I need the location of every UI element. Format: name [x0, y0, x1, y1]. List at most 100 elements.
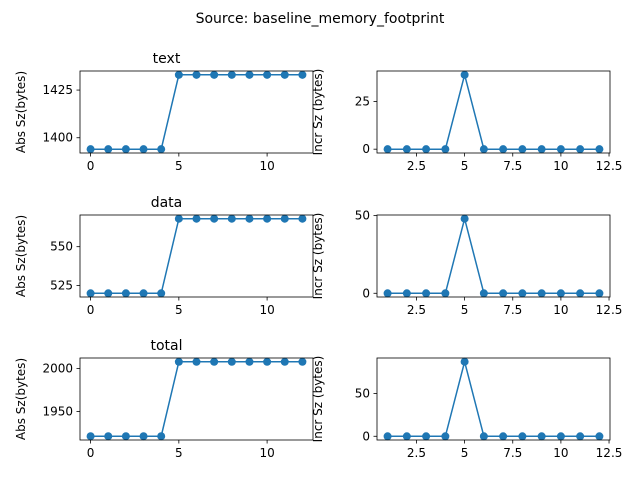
panel-3-data-point — [298, 214, 307, 223]
panel-1-y-axis-label: Abs Sz(bytes) — [14, 71, 28, 153]
panel-5-data-point — [280, 357, 289, 366]
panel-3-data-point — [245, 214, 254, 223]
panel-4-data-point — [537, 289, 546, 298]
panel-3-x-tick-label: 5 — [175, 303, 183, 317]
panel-2-data-point — [422, 145, 431, 154]
panel-3-y-tick-label: 525 — [50, 279, 73, 293]
panel-4-x-tick-label: 12.5 — [596, 303, 623, 317]
panel-1-y-tick-label: 1400 — [42, 131, 73, 145]
panel-6-data-point — [460, 357, 469, 366]
panel-2-x-tick-label: 12.5 — [596, 159, 623, 173]
panel-4-data-point — [441, 289, 450, 298]
panel-5-x-tick-label: 5 — [175, 446, 183, 460]
panel-5-data-point — [174, 357, 183, 366]
panel-4-data-point — [556, 289, 565, 298]
panel-1-data-point — [245, 70, 254, 79]
panel-3-title: data — [151, 195, 183, 211]
panel-6-data-point — [422, 432, 431, 441]
panel-2-axes-frame — [376, 70, 611, 154]
panel-5-data-point — [263, 357, 272, 366]
panel-5-y-tick-label: 1950 — [42, 404, 73, 418]
panel-6-x-tick-label: 12.5 — [596, 446, 623, 460]
panel-6-x-tick-label: 7.5 — [503, 446, 522, 460]
panel-1-data-point — [192, 70, 201, 79]
panel-1-data-point — [121, 145, 130, 154]
panel-4-data-point — [383, 289, 392, 298]
panel-1-data-point — [263, 70, 272, 79]
panel-5-series-line — [90, 361, 303, 437]
panel-4-data-point — [402, 289, 411, 298]
panel-5-data-point — [139, 432, 148, 441]
panel-2-data-point — [460, 70, 469, 79]
panel-5-axes-frame — [79, 357, 314, 441]
panel-2-y-tick-label: 25 — [355, 95, 370, 109]
panel-6-data-point — [518, 432, 527, 441]
panel-1-axes-frame — [79, 70, 314, 154]
panel-3-data-point — [104, 289, 113, 298]
panel-1-x-tick-label: 5 — [175, 159, 183, 173]
panel-3-axes-frame — [79, 214, 314, 298]
panel-2-y-tick-label: 0 — [362, 142, 370, 156]
panel-5-data-point — [157, 432, 166, 441]
panel-2-data-point — [402, 145, 411, 154]
panel-5-title: total — [150, 338, 182, 354]
panel-3-data-point — [263, 214, 272, 223]
panel-6-series-line — [387, 358, 600, 438]
panel-6-x-tick-label: 5 — [461, 446, 469, 460]
panel-3-data-point — [86, 289, 95, 298]
panel-6-y-axis-label: Incr Sz (bytes) — [311, 356, 325, 443]
panel-6-x-tick-label: 10 — [553, 446, 568, 460]
panel-3-data-point — [121, 289, 130, 298]
panel-4-axes-frame — [376, 214, 611, 298]
panel-3-data-point — [227, 214, 236, 223]
panel-4-data-point — [576, 289, 585, 298]
panel-4-y-tick-label: 0 — [362, 286, 370, 300]
panel-4-x-tick-label: 5 — [461, 303, 469, 317]
panel-2-x-tick-label: 5 — [461, 159, 469, 173]
panel-6-y-tick-label: 50 — [355, 386, 370, 400]
panel-2-y-axis-label: Incr Sz (bytes) — [311, 69, 325, 156]
panel-4-data-point — [499, 289, 508, 298]
panel-2-data-point — [595, 145, 604, 154]
panel-3-data-point — [210, 214, 219, 223]
panel-1-y-tick-label: 1425 — [42, 83, 73, 97]
panel-4-data-point — [422, 289, 431, 298]
panel-5-data-point — [298, 357, 307, 366]
panel-1-data-point — [86, 145, 95, 154]
panel-5-data-point — [210, 357, 219, 366]
panel-4-data-point — [460, 214, 469, 223]
panel-1-series-line — [90, 74, 303, 150]
panel-4-x-tick-label: 7.5 — [503, 303, 522, 317]
panel-2-x-tick-label: 7.5 — [503, 159, 522, 173]
panel-1-data-point — [210, 70, 219, 79]
figure-suptitle: Source: baseline_memory_footprint — [196, 11, 445, 27]
panel-1-data-point — [139, 145, 148, 154]
panel-2-data-point — [479, 145, 488, 154]
panel-3-x-tick-label: 0 — [87, 303, 95, 317]
panel-6-data-point — [441, 432, 450, 441]
panel-2-data-point — [518, 145, 527, 154]
panel-3-y-axis-label: Abs Sz(bytes) — [14, 215, 28, 297]
panel-2-data-point — [576, 145, 585, 154]
panel-1-data-point — [298, 70, 307, 79]
panel-2-x-tick-label: 10 — [553, 159, 568, 173]
panel-5-data-point — [245, 357, 254, 366]
panel-4-data-point — [518, 289, 527, 298]
panel-6-data-point — [402, 432, 411, 441]
panel-2-data-point — [499, 145, 508, 154]
panel-6-y-tick-label: 0 — [362, 429, 370, 443]
panel-3-y-tick-label: 550 — [50, 240, 73, 254]
panel-1-data-point — [174, 70, 183, 79]
panel-2-data-point — [537, 145, 546, 154]
panel-3-x-tick-label: 10 — [259, 303, 274, 317]
panel-4-series-line — [387, 215, 600, 295]
panel-1-title: text — [153, 51, 181, 67]
panel-4-y-tick-label: 50 — [355, 209, 370, 223]
panel-2-data-point — [556, 145, 565, 154]
panel-6-data-point — [479, 432, 488, 441]
panel-5-data-point — [104, 432, 113, 441]
panel-3-series-line — [90, 217, 303, 295]
panel-4-y-axis-label: Incr Sz (bytes) — [311, 213, 325, 300]
panel-5-data-point — [86, 432, 95, 441]
